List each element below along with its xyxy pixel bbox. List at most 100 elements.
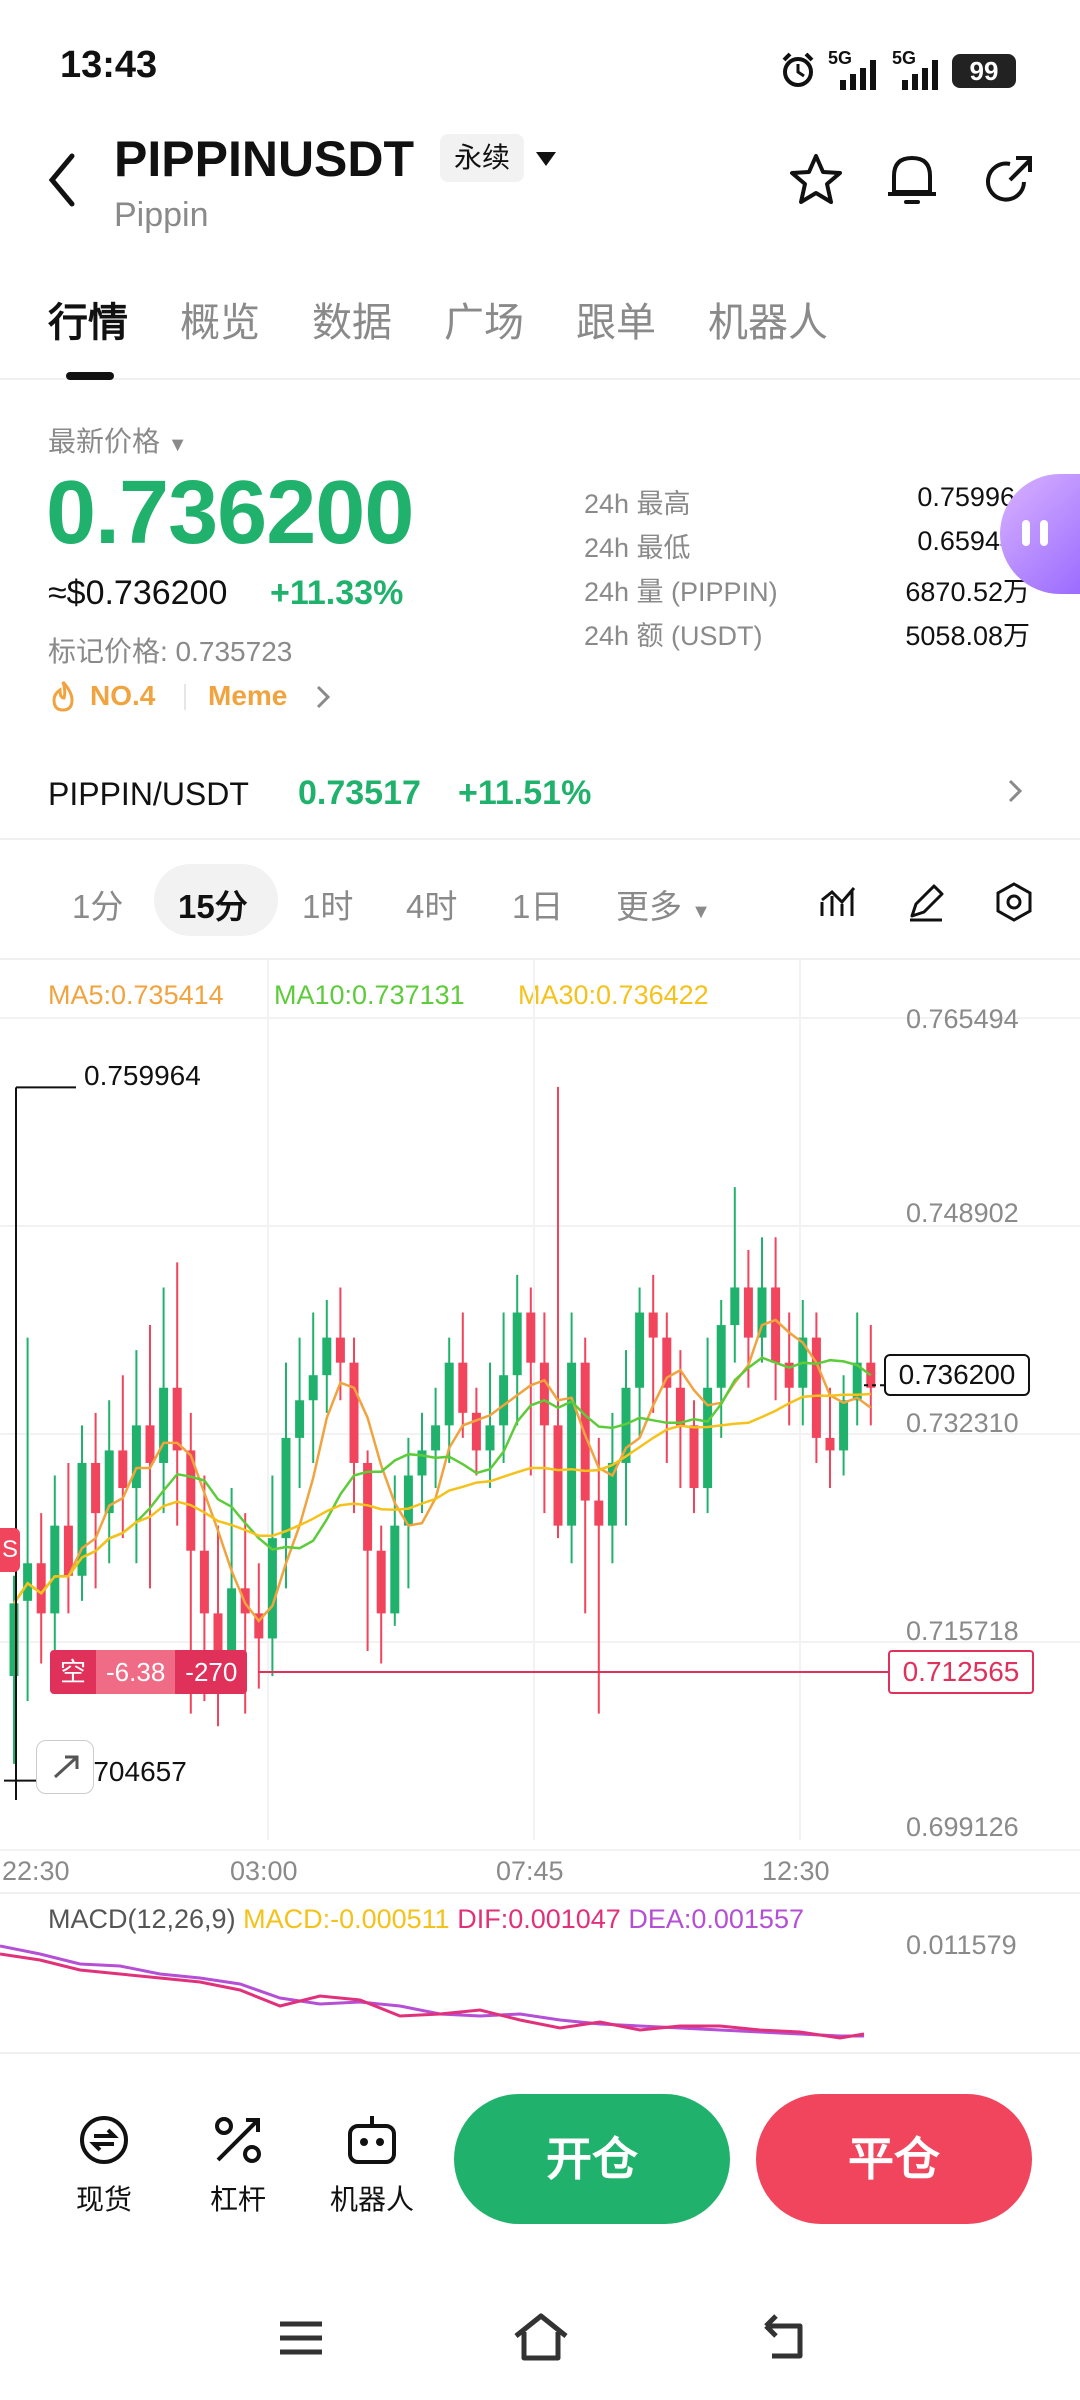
candle-body (376, 1550, 386, 1614)
usd-price: ≈$0.736200 (48, 574, 228, 612)
macd-value: MACD:-0.000511 (243, 1904, 450, 1934)
star-icon[interactable] (788, 152, 844, 208)
position-badge[interactable]: 空 -6.38 -270 (50, 1650, 248, 1694)
y-tick: 0.765494 (906, 1004, 1019, 1034)
tab-indicator (66, 372, 114, 380)
candle-body (145, 1425, 155, 1463)
caret-down-icon[interactable] (534, 150, 558, 170)
candle-body (580, 1362, 590, 1501)
tab-market[interactable]: 行情 (48, 301, 128, 345)
back-nav-icon[interactable] (756, 2312, 810, 2362)
candle-body (118, 1450, 128, 1489)
divider (0, 2052, 1080, 2054)
tab-bots[interactable]: 机器人 (708, 301, 828, 345)
candle-body (159, 1387, 169, 1463)
candle-body (104, 1450, 114, 1514)
interval-1d[interactable]: 1日 (512, 888, 564, 925)
interval-more[interactable]: 更多 ▼ (616, 888, 711, 925)
stat-high-label: 24h 最高 (584, 489, 691, 519)
tab-square[interactable]: 广场 (444, 301, 524, 345)
expand-button[interactable] (36, 1740, 94, 1794)
ma-line-5 (12, 1318, 872, 1623)
high-leader-line (15, 1086, 76, 1800)
x-tick: 12:30 (762, 1856, 830, 1886)
contract-type-badge[interactable]: 永续 (440, 134, 525, 182)
candle-body (295, 1400, 305, 1438)
chevron-right-icon[interactable] (1006, 778, 1024, 804)
nav-leverage-label[interactable]: 杠杆 (209, 2184, 266, 2215)
candle-body (771, 1287, 781, 1363)
candle-body (172, 1387, 182, 1451)
candle-body (526, 1312, 536, 1363)
clock: 13:43 (60, 44, 158, 86)
last-price: 0.736200 (46, 463, 414, 563)
y-tick: 0.699126 (906, 1812, 1019, 1842)
tab-overview[interactable]: 概览 (180, 301, 260, 345)
candle-body (553, 1425, 563, 1526)
price-change: +11.33% (270, 574, 404, 612)
kline-chart[interactable] (0, 960, 1080, 1860)
back-icon[interactable] (44, 150, 84, 210)
macd-legend: MACD(12,26,9) MACD:-0.000511 DIF:0.00104… (48, 1904, 804, 1935)
candle-body (431, 1425, 441, 1451)
candle-body (254, 1613, 264, 1639)
candle-body (131, 1425, 141, 1489)
mark-price: 标记价格: 0.735723 (48, 636, 293, 667)
ma30-label: MA30:0.736422 (518, 980, 709, 1010)
draw-pen-icon[interactable] (906, 882, 946, 922)
interval-1h[interactable]: 1时 (302, 888, 354, 925)
macd-tick: 0.011579 (906, 1930, 1017, 1960)
candle-body (635, 1312, 645, 1388)
current-price-tag: 0.736200 (884, 1354, 1030, 1396)
indicator-icon[interactable] (818, 882, 858, 922)
spot-link-row[interactable] (0, 760, 1080, 840)
dif-value: DIF:0.001047 (457, 1904, 621, 1934)
position-qty: -270 (175, 1650, 248, 1694)
close-position-button[interactable]: 平仓 (756, 2094, 1032, 2224)
tab-copy-trade[interactable]: 跟单 (576, 301, 656, 345)
spot-icon[interactable] (76, 2112, 132, 2168)
candle-body (458, 1362, 468, 1413)
candle-body (866, 1362, 876, 1388)
rank-badge[interactable]: NO.4 (90, 680, 156, 711)
tab-data[interactable]: 数据 (312, 301, 392, 345)
nav-spot-label[interactable]: 现货 (75, 2184, 132, 2215)
candle-body (784, 1362, 794, 1388)
chevron-right-icon[interactable] (314, 684, 332, 710)
settings-hex-icon[interactable] (992, 880, 1036, 924)
candle-body (689, 1425, 699, 1489)
interval-15m[interactable]: 15分 (178, 888, 248, 925)
candle-body (512, 1312, 522, 1376)
candle-body (267, 1538, 277, 1639)
home-icon[interactable] (510, 2310, 572, 2364)
candle-body (757, 1287, 767, 1338)
interval-1m[interactable]: 1分 (72, 888, 124, 925)
open-position-button[interactable]: 开仓 (454, 2094, 730, 2224)
position-pnl: -6.38 (96, 1650, 176, 1694)
macd-chart (0, 1944, 865, 2040)
candle-body (539, 1362, 549, 1426)
nav-bot-label[interactable]: 机器人 (329, 2184, 414, 2215)
network-type-1: 5G (828, 48, 853, 68)
ma10-label: MA10:0.737131 (274, 980, 465, 1010)
candle-body (811, 1337, 821, 1438)
position-side: 空 (50, 1650, 97, 1694)
ma5-label: MA5:0.735414 (48, 980, 224, 1010)
candle-body (199, 1550, 209, 1614)
bell-icon[interactable] (884, 150, 940, 210)
menu-icon[interactable] (276, 2316, 326, 2360)
stat-volume-label: 24h 量 (PIPPIN) (584, 577, 778, 607)
share-icon[interactable] (980, 152, 1036, 208)
robot-icon[interactable] (344, 2110, 400, 2168)
candle-body (186, 1450, 196, 1551)
candle-body (77, 1462, 87, 1576)
latest-price-label[interactable]: 最新价格 ▼ (48, 426, 188, 457)
battery-icon: 99 (952, 54, 1016, 88)
interval-4h[interactable]: 4时 (406, 888, 458, 925)
spot-pair[interactable]: PIPPIN/USDT (48, 776, 249, 812)
expand-icon (53, 1755, 79, 1779)
category-tag[interactable]: Meme (208, 680, 288, 711)
divider (184, 684, 186, 710)
symbol-title[interactable]: PIPPINUSDT (114, 131, 415, 187)
leverage-icon[interactable] (210, 2112, 266, 2168)
